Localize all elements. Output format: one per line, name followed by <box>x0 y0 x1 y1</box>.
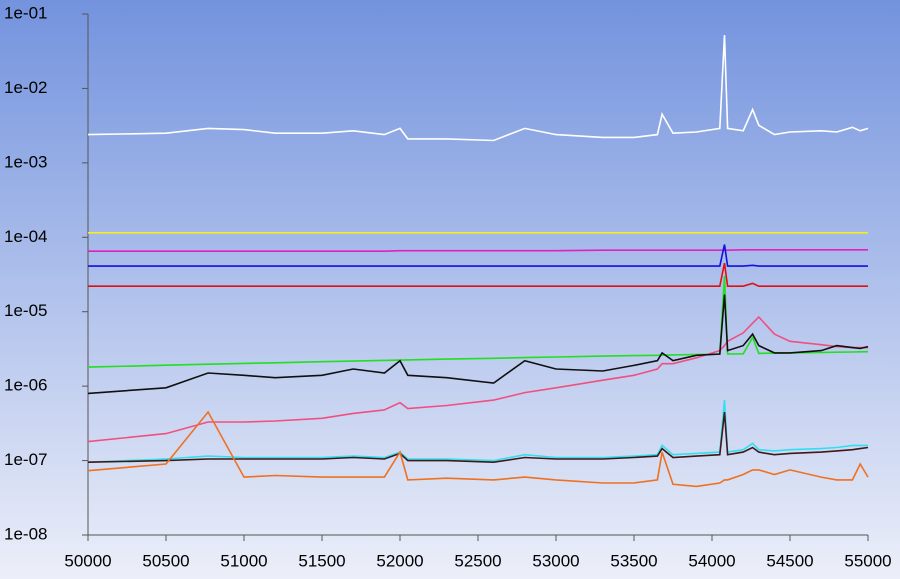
y-tick-label: 1e-02 <box>4 78 47 97</box>
y-tick-label: 1e-07 <box>4 450 47 469</box>
x-tick-label: 51500 <box>298 551 345 570</box>
x-tick-label: 53000 <box>532 551 579 570</box>
series-line <box>87 35 869 142</box>
x-tick-label: 54500 <box>766 551 813 570</box>
y-tick-label: 1e-04 <box>4 227 47 246</box>
x-tick-label: 51000 <box>220 551 267 570</box>
x-tick-label: 50500 <box>142 551 189 570</box>
series-line <box>88 244 868 267</box>
x-tick-label: 54000 <box>688 551 735 570</box>
x-tick-label: 52500 <box>454 551 501 570</box>
x-tick-label: 53500 <box>610 551 657 570</box>
y-tick-label: 1e-08 <box>4 524 47 543</box>
y-tick-label: 1e-03 <box>4 152 47 171</box>
x-tick-label: 52000 <box>376 551 423 570</box>
x-tick-label: 55000 <box>844 551 891 570</box>
y-tick-label: 1e-01 <box>4 3 47 22</box>
series-line <box>88 262 868 288</box>
series-line <box>88 249 868 252</box>
x-tick-label: 50000 <box>64 551 111 570</box>
y-tick-label: 1e-05 <box>4 301 47 320</box>
series-line <box>87 411 869 464</box>
series-line <box>87 294 869 395</box>
series-line <box>87 315 868 443</box>
series-line <box>87 410 869 488</box>
y-tick-label: 1e-06 <box>4 376 47 395</box>
